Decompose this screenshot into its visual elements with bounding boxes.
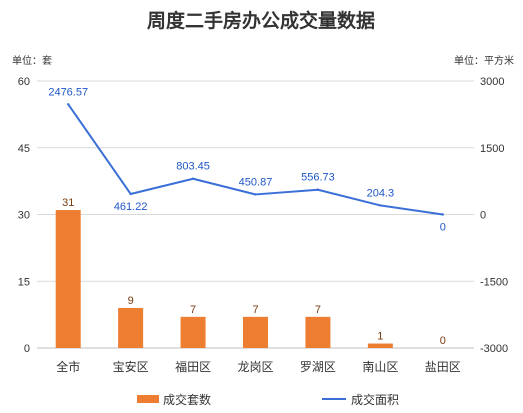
bar-series: 31 9 7 7 7 1 0 bbox=[55, 197, 446, 348]
bar bbox=[118, 307, 144, 348]
right-tick-label: 0 bbox=[480, 210, 486, 222]
legend-label-bar: 成交套数 bbox=[163, 392, 211, 407]
bar bbox=[367, 343, 393, 348]
line-data-label: 450.87 bbox=[239, 176, 273, 188]
category-label: 南山区 bbox=[362, 359, 398, 374]
bar-data-label: 31 bbox=[62, 197, 74, 209]
bar-data-label: 7 bbox=[315, 304, 321, 316]
category-label: 罗湖区 bbox=[300, 359, 336, 374]
line-data-label: 0 bbox=[440, 222, 446, 234]
line-data-label: 803.45 bbox=[176, 161, 210, 173]
left-axis-ticks: 0 15 30 45 60 bbox=[18, 76, 30, 355]
line-point bbox=[379, 204, 382, 207]
legend-swatch-bar bbox=[137, 395, 159, 403]
line-data-label: 556.73 bbox=[301, 172, 335, 184]
bar-data-label: 0 bbox=[440, 335, 446, 347]
chart-title: 周度二手房办公成交量数据 bbox=[147, 9, 375, 32]
line-point bbox=[191, 177, 195, 180]
bar bbox=[243, 316, 268, 348]
category-label: 全市 bbox=[56, 359, 80, 374]
right-axis-ticks: -3000 -1500 0 1500 3000 bbox=[480, 76, 508, 355]
left-tick-label: 0 bbox=[24, 343, 30, 355]
bar bbox=[305, 316, 331, 348]
bar-data-label: 9 bbox=[128, 295, 134, 307]
bar bbox=[55, 210, 81, 348]
line-data-label: 2476.57 bbox=[48, 86, 88, 98]
category-label: 福田区 bbox=[175, 359, 211, 374]
left-axis-unit: 单位：套 bbox=[12, 54, 52, 67]
bar-data-label: 7 bbox=[190, 304, 196, 316]
right-tick-label: -3000 bbox=[480, 343, 508, 355]
right-axis-unit: 单位：平方米 bbox=[454, 54, 514, 67]
line-data-label: 204.3 bbox=[367, 187, 395, 199]
bar-data-label: 7 bbox=[252, 304, 258, 316]
category-label: 宝安区 bbox=[113, 359, 149, 374]
left-tick-label: 30 bbox=[18, 210, 30, 222]
line-series: 2476.57 461.22 803.45 450.87 556.73 204.3 0 bbox=[48, 86, 446, 233]
right-tick-label: 3000 bbox=[480, 76, 504, 88]
legend-label-line: 成交面积 bbox=[351, 392, 399, 407]
line-point bbox=[129, 192, 132, 196]
line-point bbox=[67, 103, 70, 106]
left-tick-label: 60 bbox=[18, 76, 30, 88]
right-tick-label: 1500 bbox=[480, 143, 504, 155]
bar-data-label: 1 bbox=[377, 331, 383, 343]
left-tick-label: 15 bbox=[18, 276, 30, 288]
bar bbox=[180, 316, 206, 348]
right-tick-label: -1500 bbox=[480, 276, 508, 288]
category-label: 盐田区 bbox=[425, 360, 461, 374]
category-label: 龙岗区 bbox=[237, 360, 273, 374]
line-point bbox=[254, 193, 257, 196]
line-point bbox=[441, 213, 444, 216]
gridlines bbox=[37, 80, 474, 349]
left-tick-label: 45 bbox=[18, 143, 30, 155]
line-data-label: 461.22 bbox=[114, 201, 148, 213]
line-point bbox=[316, 188, 320, 191]
category-axis-labels: 全市 宝安区 福田区 龙岗区 罗湖区 南山区 盐田区 bbox=[56, 359, 461, 374]
legend: 成交套数 成交面积 bbox=[137, 392, 399, 407]
